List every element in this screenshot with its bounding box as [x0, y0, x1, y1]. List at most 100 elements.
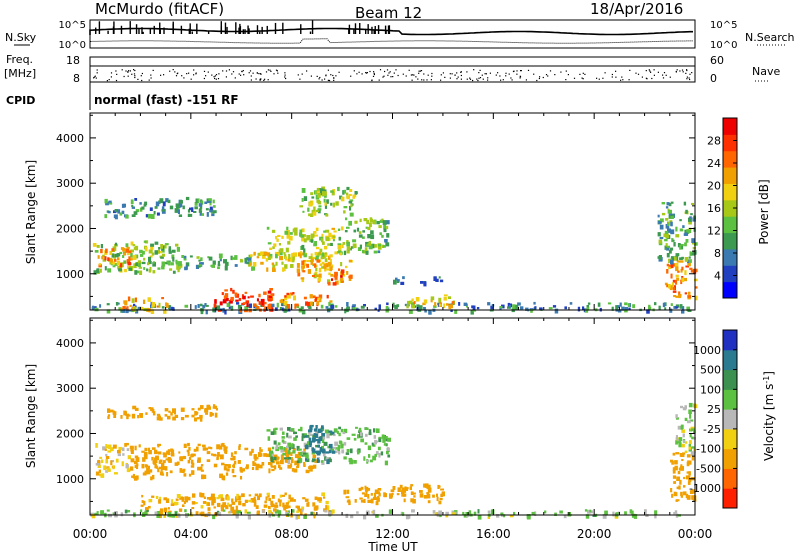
heatmap-cell	[349, 448, 353, 454]
heatmap-cell	[220, 497, 225, 502]
heatmap-cell	[314, 496, 318, 500]
heatmap-cell	[230, 509, 234, 514]
nave-dot	[689, 78, 691, 81]
heatmap-cell	[383, 224, 386, 230]
heatmap-cell	[267, 252, 271, 257]
heatmap-cell	[113, 411, 117, 415]
heatmap-cell	[223, 295, 228, 300]
heatmap-cell	[198, 264, 202, 268]
nave-dot	[560, 71, 562, 73]
heatmap-cell	[107, 210, 111, 214]
heatmap-cell	[130, 199, 134, 205]
heatmap-cell	[184, 414, 189, 418]
nave-dot	[203, 77, 205, 80]
heatmap-cell	[245, 300, 250, 304]
heatmap-cell	[105, 456, 110, 459]
heatmap-cell	[264, 306, 268, 310]
nave-dot	[533, 73, 535, 75]
heatmap-cell	[308, 256, 313, 259]
heatmap-cell	[223, 466, 227, 471]
heatmap-cell	[419, 490, 423, 493]
heatmap-cell	[324, 258, 328, 262]
heatmap-cell	[682, 491, 687, 496]
heatmap-cell	[188, 473, 192, 477]
nave-dot	[369, 70, 371, 73]
heatmap-cell	[145, 464, 149, 467]
nave-dot	[214, 75, 216, 77]
heatmap-cell	[157, 445, 160, 448]
heatmap-cell	[303, 248, 306, 253]
heatmap-cell	[684, 292, 687, 295]
heatmap-cell	[138, 266, 143, 269]
heatmap-cell	[303, 263, 307, 266]
heatmap-cell	[377, 309, 380, 312]
heatmap-cell	[208, 446, 211, 449]
nave-dot	[371, 79, 373, 82]
heatmap-cell	[171, 499, 174, 504]
heatmap-cell	[198, 208, 202, 213]
heatmap-cell	[304, 445, 309, 450]
heatmap-cell	[232, 509, 236, 515]
heatmap-cell	[315, 430, 320, 434]
heatmap-cell	[276, 252, 280, 256]
nave-dot	[273, 73, 275, 75]
heatmap-cell	[386, 220, 390, 225]
heatmap-cell	[672, 467, 675, 472]
heatmap-cell	[205, 208, 209, 211]
heatmap-cell	[219, 258, 222, 262]
heatmap-cell	[341, 271, 344, 275]
heatmap-cell	[633, 514, 638, 519]
heatmap-cell	[672, 452, 676, 456]
heatmap-cell	[378, 436, 382, 439]
heatmap-cell	[185, 262, 190, 267]
heatmap-cell	[433, 305, 437, 308]
heatmap-cell	[250, 254, 253, 257]
heatmap-cell	[368, 432, 372, 436]
heatmap-cell	[686, 461, 690, 467]
nave-dot	[133, 69, 135, 71]
velocity-colorbar-tick-label: 1000	[693, 344, 721, 357]
heatmap-cell	[443, 294, 448, 297]
heatmap-cell	[670, 303, 673, 306]
heatmap-cell	[512, 304, 516, 309]
heatmap-cell	[271, 468, 275, 472]
nave-dot	[449, 77, 451, 79]
heatmap-cell	[178, 203, 182, 208]
heatmap-cell	[327, 243, 331, 246]
heatmap-cell	[104, 448, 107, 451]
velocity-colorbar-swatch	[723, 488, 737, 509]
heatmap-cell	[133, 303, 136, 307]
heatmap-cell	[129, 445, 134, 449]
heatmap-cell	[164, 243, 169, 246]
nave-dot	[110, 72, 113, 74]
heatmap-cell	[155, 201, 160, 207]
heatmap-cell	[664, 245, 668, 250]
heatmap-cell	[434, 512, 438, 516]
heatmap-cell	[237, 304, 242, 309]
nave-dot	[484, 73, 486, 75]
heatmap-cell	[260, 453, 263, 457]
heatmap-cell	[294, 303, 299, 307]
heatmap-cell	[680, 464, 683, 469]
heatmap-cell	[670, 459, 674, 463]
heatmap-cell	[514, 304, 519, 310]
heatmap-cell	[230, 452, 234, 457]
heatmap-cell	[199, 303, 203, 307]
heatmap-cell	[167, 452, 171, 456]
heatmap-cell	[130, 458, 135, 463]
heatmap-cell	[251, 467, 255, 470]
heatmap-cell	[499, 306, 503, 309]
heatmap-cell	[285, 247, 289, 253]
heatmap-cell	[309, 441, 312, 444]
heatmap-cell	[487, 510, 491, 514]
heatmap-cell	[201, 200, 204, 205]
heatmap-cell	[231, 468, 235, 474]
heatmap-cell	[684, 257, 689, 262]
heatmap-cell	[654, 302, 657, 306]
heatmap-cell	[685, 265, 689, 268]
heatmap-cell	[693, 242, 698, 246]
nave-dot	[195, 73, 197, 75]
heatmap-cell	[155, 495, 159, 499]
heatmap-cell	[180, 407, 185, 412]
heatmap-cell	[282, 431, 285, 435]
